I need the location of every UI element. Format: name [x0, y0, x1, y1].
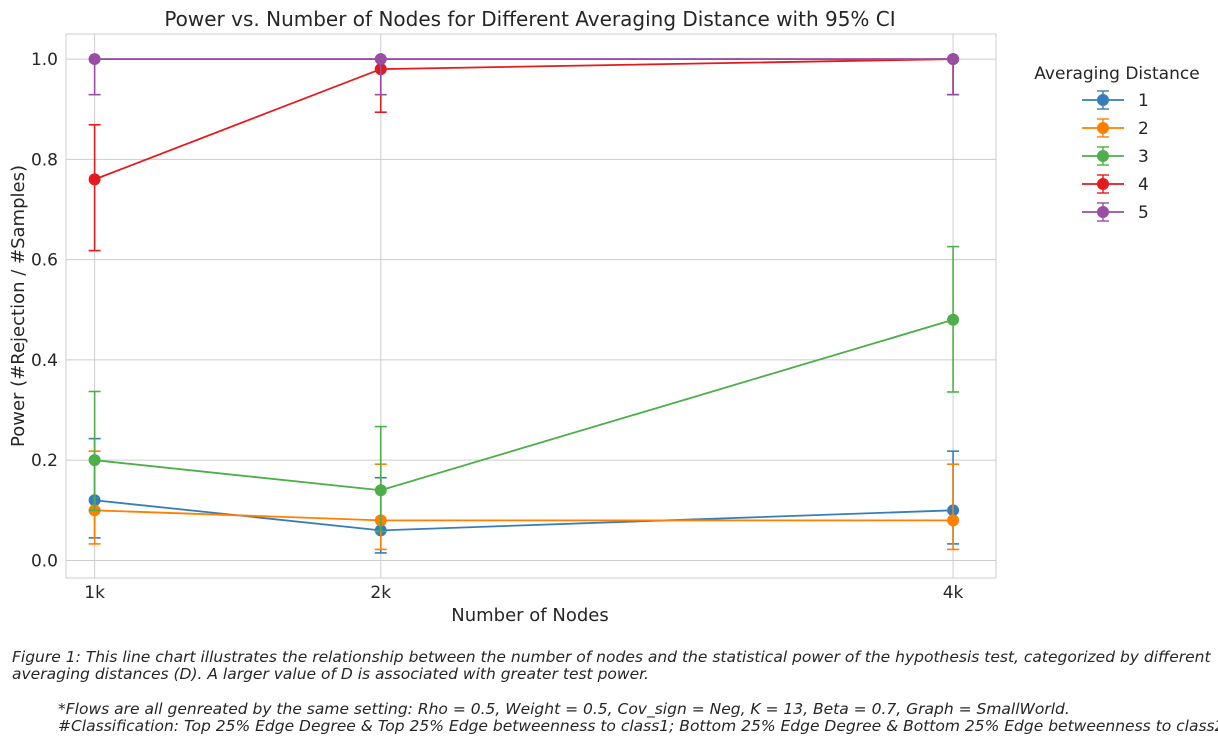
data-point [88, 53, 101, 66]
y-tick-label: 0.2 [31, 451, 58, 471]
series-line [94, 318, 954, 492]
data-point [947, 53, 960, 66]
legend-marker [1097, 122, 1109, 134]
series-3 [88, 245, 960, 533]
data-point [374, 484, 387, 497]
x-tick-label: 1k [84, 583, 105, 603]
legend-item-3: 3 [1082, 146, 1149, 167]
x-axis-ticks: 1k 2k 4k [84, 583, 963, 603]
legend-marker [1097, 178, 1109, 190]
legend-label: 4 [1138, 175, 1149, 195]
data-point [947, 313, 960, 326]
legend-marker [1097, 94, 1109, 106]
legend-item-2: 2 [1082, 118, 1149, 139]
legend-marker [1097, 150, 1109, 162]
series-line [94, 58, 954, 181]
classification-note: #Classification: Top 25% Edge Degree & T… [58, 717, 1218, 735]
legend-title: Averaging Distance [1034, 64, 1199, 84]
legend-items: 1 2 3 4 5 [1082, 90, 1149, 223]
chart-title: Power vs. Number of Nodes for Different … [164, 7, 895, 31]
x-tick-label: 2k [370, 583, 391, 603]
series-1 [88, 437, 960, 554]
legend: Averaging Distance 1 2 3 4 5 [1034, 64, 1199, 223]
series-2 [88, 450, 960, 551]
y-tick-label: 0.8 [31, 150, 58, 170]
legend-label: 1 [1138, 91, 1149, 111]
plot-frame [65, 33, 997, 579]
legend-label: 2 [1138, 119, 1149, 139]
y-tick-label: 1.0 [31, 50, 58, 70]
line-chart: Power vs. Number of Nodes for Different … [8, 7, 1200, 626]
series-layer [88, 53, 960, 554]
y-axis-label: Power (#Rejection / #Samples) [8, 165, 29, 447]
data-point [947, 514, 960, 527]
x-axis-label: Number of Nodes [451, 605, 608, 626]
y-tick-label: 0.0 [31, 551, 58, 571]
figure-caption: Figure 1: This line chart illustrates th… [12, 648, 1211, 683]
y-tick-label: 0.6 [31, 251, 58, 271]
data-point [374, 53, 387, 66]
legend-label: 3 [1138, 147, 1149, 167]
figure-notes: *Flows are all genreated by the same set… [58, 700, 1218, 735]
legend-marker [1097, 206, 1109, 218]
settings-note: *Flows are all genreated by the same set… [58, 700, 1070, 718]
series-5 [88, 53, 960, 96]
data-point [88, 454, 101, 467]
legend-item-1: 1 [1082, 90, 1149, 111]
y-tick-label: 0.4 [31, 351, 58, 371]
x-tick-label: 4k [943, 583, 964, 603]
y-axis-ticks: 0.0 0.2 0.4 0.6 0.8 1.0 [31, 50, 58, 571]
series-4 [88, 53, 960, 252]
legend-label: 5 [1138, 203, 1149, 223]
data-point [88, 173, 101, 186]
grid-lines [66, 34, 996, 578]
legend-item-4: 4 [1082, 174, 1149, 195]
legend-item-5: 5 [1082, 202, 1149, 223]
